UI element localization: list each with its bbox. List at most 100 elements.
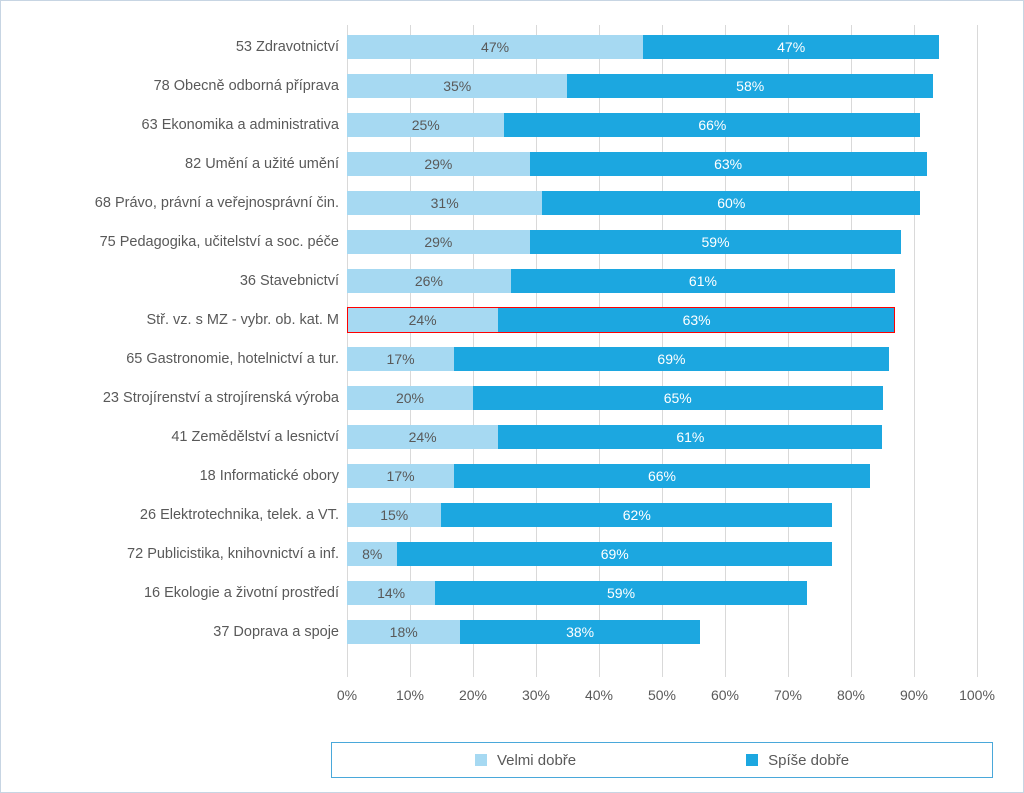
x-tick-label: 100% <box>959 687 995 703</box>
bar-segment-velmi: 17% <box>347 464 454 488</box>
x-tick-label: 90% <box>900 687 928 703</box>
bar-row: 23 Strojírenství a strojírenská výroba20… <box>347 386 977 410</box>
bar-segment-velmi: 29% <box>347 152 530 176</box>
bar: 20%65% <box>347 386 883 410</box>
x-tick-label: 80% <box>837 687 865 703</box>
bar-segment-velmi: 20% <box>347 386 473 410</box>
bar-segment-velmi: 31% <box>347 191 542 215</box>
bar-segment-spise: 60% <box>542 191 920 215</box>
chart-area: 53 Zdravotnictví47%47% 78 Obecně odborná … <box>347 25 977 705</box>
bar: 15%62% <box>347 503 832 527</box>
category-label: 18 Informatické obory <box>19 464 339 488</box>
bar: 18%38% <box>347 620 700 644</box>
bar-segment-velmi: 17% <box>347 347 454 371</box>
bar-segment-spise: 69% <box>454 347 889 371</box>
bar: 24%61% <box>347 425 883 449</box>
bar: 29%59% <box>347 230 901 254</box>
x-tick-label: 40% <box>585 687 613 703</box>
category-label: 82 Umění a užité umění <box>19 152 339 176</box>
bar-segment-spise: 59% <box>530 230 902 254</box>
bar-row: 72 Publicistika, knihovnictví a inf.8%69… <box>347 542 977 566</box>
category-label: 41 Zemědělství a lesnictví <box>19 425 339 449</box>
bar-row: 41 Zemědělství a lesnictví24%61% <box>347 425 977 449</box>
bar: 35%58% <box>347 74 933 98</box>
bar-row: 68 Právo, právní a veřejnosprávní čin.31… <box>347 191 977 215</box>
bar-row: 36 Stavebnictví26%61% <box>347 269 977 293</box>
category-label: 72 Publicistika, knihovnictví a inf. <box>19 542 339 566</box>
bar-segment-spise: 61% <box>498 425 882 449</box>
bar-row: 16 Ekologie a životní prostředí14%59% <box>347 581 977 605</box>
bar-row: 75 Pedagogika, učitelství a soc. péče29%… <box>347 230 977 254</box>
category-label: 63 Ekonomika a administrativa <box>19 113 339 137</box>
bar-row: 82 Umění a užité umění29%63% <box>347 152 977 176</box>
bar-segment-velmi: 35% <box>347 74 567 98</box>
legend-label: Velmi dobře <box>497 752 576 769</box>
category-label: 78 Obecně odborná příprava <box>19 74 339 98</box>
bar-row: 26 Elektrotechnika, telek. a VT.15%62% <box>347 503 977 527</box>
legend-item-spise: Spíše dobře <box>746 752 849 769</box>
legend-label: Spíše dobře <box>768 752 849 769</box>
bar-row: 63 Ekonomika a administrativa25%66% <box>347 113 977 137</box>
highlight-outline <box>347 307 895 333</box>
x-tick-label: 50% <box>648 687 676 703</box>
bar-segment-velmi: 25% <box>347 113 504 137</box>
bar-row: 53 Zdravotnictví47%47% <box>347 35 977 59</box>
bar: 29%63% <box>347 152 927 176</box>
category-label: 16 Ekologie a životní prostředí <box>19 581 339 605</box>
bar-segment-velmi: 14% <box>347 581 435 605</box>
bar-segment-spise: 59% <box>435 581 807 605</box>
bar-row: 18 Informatické obory17%66% <box>347 464 977 488</box>
bar-segment-spise: 58% <box>567 74 932 98</box>
legend: Velmi dobře Spíše dobře <box>331 742 993 778</box>
bar: 14%59% <box>347 581 807 605</box>
bar-segment-spise: 65% <box>473 386 883 410</box>
bar: 31%60% <box>347 191 920 215</box>
category-label: 26 Elektrotechnika, telek. a VT. <box>19 503 339 527</box>
bar-segment-spise: 69% <box>397 542 832 566</box>
legend-swatch-icon <box>746 754 758 766</box>
category-label: 68 Právo, právní a veřejnosprávní čin. <box>19 191 339 215</box>
x-axis: 0%10%20%30%40%50%60%70%80%90%100% <box>347 685 977 705</box>
bar-segment-velmi: 24% <box>347 425 498 449</box>
bar-segment-velmi: 47% <box>347 35 643 59</box>
category-label: 53 Zdravotnictví <box>19 35 339 59</box>
x-tick-label: 10% <box>396 687 424 703</box>
x-tick-label: 20% <box>459 687 487 703</box>
bar: 25%66% <box>347 113 920 137</box>
legend-item-velmi: Velmi dobře <box>475 752 576 769</box>
bar-row: 65 Gastronomie, hotelnictví a tur.17%69% <box>347 347 977 371</box>
gridline <box>977 25 978 677</box>
bar-segment-velmi: 15% <box>347 503 441 527</box>
bar-segment-velmi: 18% <box>347 620 460 644</box>
plot-area: 53 Zdravotnictví47%47% 78 Obecně odborná … <box>347 25 977 677</box>
bar-segment-spise: 63% <box>530 152 927 176</box>
category-label: 37 Doprava a spoje <box>19 620 339 644</box>
category-label: 75 Pedagogika, učitelství a soc. péče <box>19 230 339 254</box>
x-tick-label: 70% <box>774 687 802 703</box>
x-tick-label: 0% <box>337 687 357 703</box>
x-tick-label: 30% <box>522 687 550 703</box>
bar-segment-spise: 38% <box>460 620 699 644</box>
bar-segment-spise: 66% <box>504 113 920 137</box>
bar-segment-spise: 61% <box>511 269 895 293</box>
category-label: 36 Stavebnictví <box>19 269 339 293</box>
bar: 47%47% <box>347 35 939 59</box>
bar: 17%69% <box>347 347 889 371</box>
category-label: 65 Gastronomie, hotelnictví a tur. <box>19 347 339 371</box>
bar: 8%69% <box>347 542 832 566</box>
legend-swatch-icon <box>475 754 487 766</box>
bar-segment-velmi: 29% <box>347 230 530 254</box>
category-label: 23 Strojírenství a strojírenská výroba <box>19 386 339 410</box>
category-label: Stř. vz. s MZ - vybr. ob. kat. M <box>19 308 339 332</box>
bar-row: 37 Doprava a spoje18%38% <box>347 620 977 644</box>
bar-segment-velmi: 26% <box>347 269 511 293</box>
x-tick-label: 60% <box>711 687 739 703</box>
bar-row: Stř. vz. s MZ - vybr. ob. kat. M24%63% <box>347 308 977 332</box>
bar: 17%66% <box>347 464 870 488</box>
bar-segment-spise: 47% <box>643 35 939 59</box>
bar-segment-spise: 66% <box>454 464 870 488</box>
bar-segment-spise: 62% <box>441 503 832 527</box>
bar-segment-velmi: 8% <box>347 542 397 566</box>
bar: 26%61% <box>347 269 895 293</box>
bar-row: 78 Obecně odborná příprava35%58% <box>347 74 977 98</box>
